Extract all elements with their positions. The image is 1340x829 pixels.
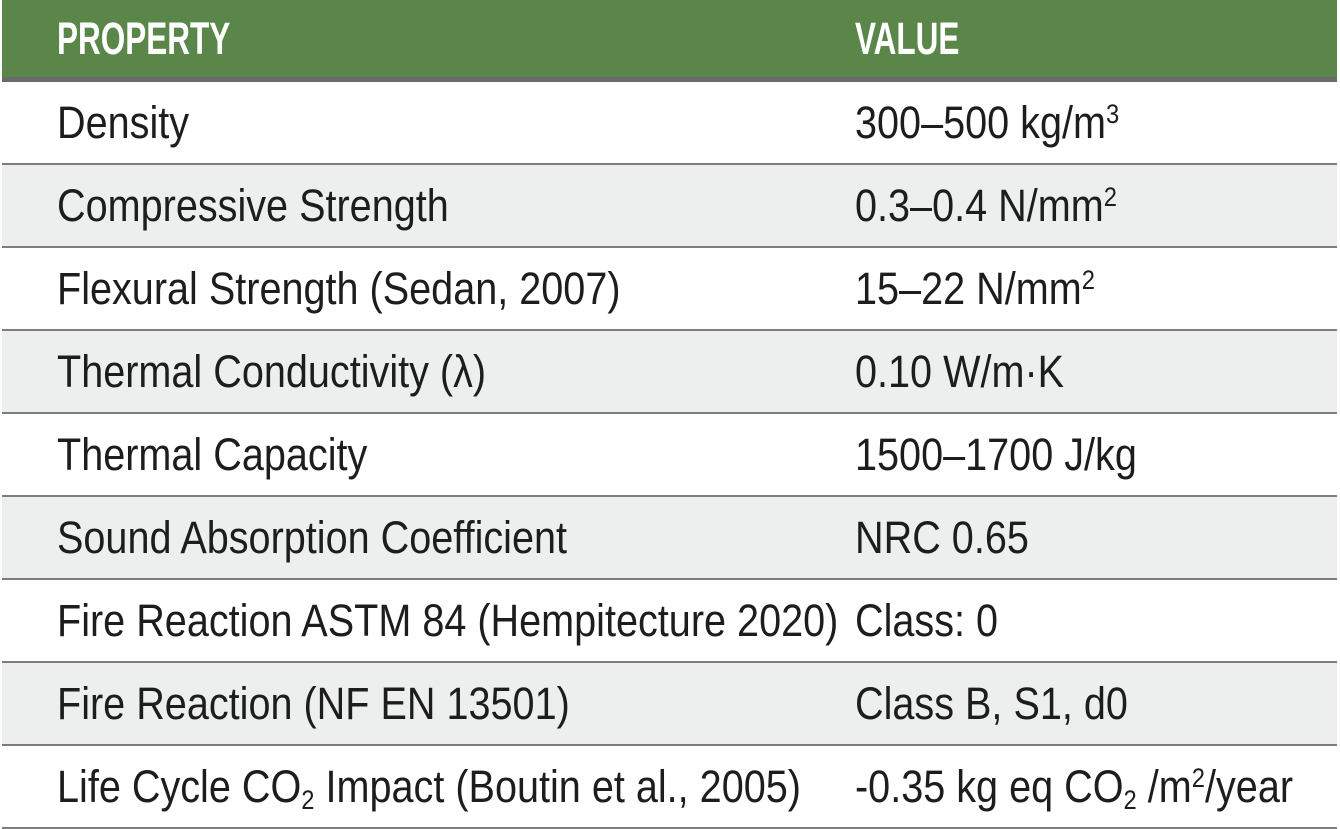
property-text: Thermal Capacity bbox=[57, 428, 368, 480]
value-cell: NRC 0.65 bbox=[855, 512, 1337, 564]
property-cell: Compressive Strength bbox=[2, 180, 855, 232]
property-text: Life Cycle CO2 Impact (Boutin et al., 20… bbox=[57, 760, 801, 815]
table-row: Density 300–500 kg/m3 bbox=[2, 82, 1337, 165]
value-text: 0.3–0.4 N/mm2 bbox=[855, 179, 1117, 231]
property-text: Fire Reaction (NF EN 13501) bbox=[57, 677, 570, 729]
value-column-header: VALUE bbox=[855, 12, 960, 64]
value-text: 300–500 kg/m3 bbox=[855, 96, 1120, 148]
value-cell: 1500–1700 J/kg bbox=[855, 429, 1337, 481]
value-text: 1500–1700 J/kg bbox=[855, 428, 1137, 480]
table-header-row: PROPERTY VALUE bbox=[2, 0, 1337, 82]
value-cell: 15–22 N/mm2 bbox=[855, 263, 1337, 315]
value-cell: -0.35 kg eq CO2 /m2/year bbox=[855, 761, 1340, 813]
property-cell: Thermal Conductivity (λ) bbox=[2, 346, 855, 398]
property-cell: Sound Absorption Coefficient bbox=[2, 512, 855, 564]
value-text: NRC 0.65 bbox=[855, 511, 1029, 563]
property-header-cell: PROPERTY bbox=[2, 13, 855, 65]
value-text: 0.10 W/m·K bbox=[855, 345, 1065, 397]
value-cell: 0.3–0.4 N/mm2 bbox=[855, 180, 1337, 232]
value-cell: Class B, S1, d0 bbox=[855, 678, 1337, 730]
property-text: Fire Reaction ASTM 84 (Hempitecture 2020… bbox=[57, 594, 839, 646]
value-cell: 300–500 kg/m3 bbox=[855, 97, 1337, 149]
table-row: Life Cycle CO2 Impact (Boutin et al., 20… bbox=[2, 746, 1337, 829]
property-text: Compressive Strength bbox=[57, 179, 449, 231]
property-cell: Density bbox=[2, 97, 855, 149]
value-cell: 0.10 W/m·K bbox=[855, 346, 1337, 398]
value-header-cell: VALUE bbox=[855, 13, 1337, 65]
property-cell: Fire Reaction ASTM 84 (Hempitecture 2020… bbox=[2, 595, 855, 647]
value-text: Class B, S1, d0 bbox=[855, 677, 1128, 729]
property-cell: Fire Reaction (NF EN 13501) bbox=[2, 678, 855, 730]
table-row: Compressive Strength 0.3–0.4 N/mm2 bbox=[2, 165, 1337, 248]
table-body: Density 300–500 kg/m3 Compressive Strength… bbox=[2, 82, 1337, 829]
property-text: Sound Absorption Coefficient bbox=[57, 511, 568, 563]
table-row: Fire Reaction (NF EN 13501) Class B, S1, … bbox=[2, 663, 1337, 746]
table-row: Flexural Strength (Sedan, 2007) 15–22 N/m… bbox=[2, 248, 1337, 331]
property-cell: Life Cycle CO2 Impact (Boutin et al., 20… bbox=[2, 761, 855, 813]
property-cell: Thermal Capacity bbox=[2, 429, 855, 481]
table-row: Thermal Conductivity (λ) 0.10 W/m·K bbox=[2, 331, 1337, 414]
table-row: Sound Absorption Coefficient NRC 0.65 bbox=[2, 497, 1337, 580]
property-text: Thermal Conductivity (λ) bbox=[57, 345, 487, 397]
value-cell: Class: 0 bbox=[855, 595, 1337, 647]
value-text: Class: 0 bbox=[855, 594, 999, 646]
property-column-header: PROPERTY bbox=[57, 12, 231, 64]
property-text: Density bbox=[57, 96, 190, 148]
table-row: Fire Reaction ASTM 84 (Hempitecture 2020… bbox=[2, 580, 1337, 663]
value-text: -0.35 kg eq CO2 /m2/year bbox=[855, 760, 1294, 815]
property-cell: Flexural Strength (Sedan, 2007) bbox=[2, 263, 855, 315]
value-text: 15–22 N/mm2 bbox=[855, 262, 1095, 314]
property-text: Flexural Strength (Sedan, 2007) bbox=[57, 262, 621, 314]
table-row: Thermal Capacity 1500–1700 J/kg bbox=[2, 414, 1337, 497]
